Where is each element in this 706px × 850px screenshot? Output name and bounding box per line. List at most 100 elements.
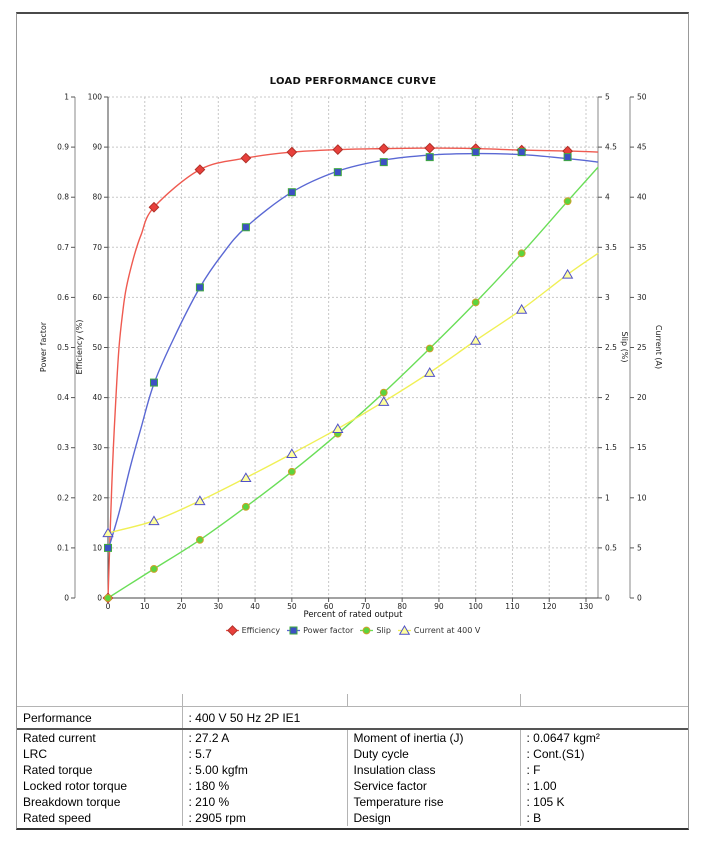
svg-text:35: 35	[637, 243, 647, 252]
svg-text:30: 30	[92, 443, 102, 452]
param-label: LRC	[23, 747, 48, 761]
svg-text:5: 5	[637, 543, 642, 552]
param-label: Rated torque	[23, 763, 93, 777]
param-label: Rated current	[23, 731, 96, 745]
param-value: : 2905 rpm	[181, 810, 347, 826]
table-row: Rated speed : 2905 rpm Design: B	[17, 810, 688, 826]
performance-row: Performance : 400 V 50 Hz 2P IE1	[17, 706, 688, 730]
param-value: : B	[519, 810, 688, 826]
svg-text:2.5: 2.5	[605, 343, 617, 352]
legend-label: Current at 400 V	[413, 626, 481, 635]
load-performance-chart: 00.10.20.30.40.50.60.70.80.9101020304050…	[39, 93, 663, 612]
param-value: : 27.2 A	[181, 729, 347, 746]
svg-text:30: 30	[214, 602, 224, 611]
svg-text:90: 90	[92, 143, 102, 152]
param-value: : Cont.(S1)	[519, 746, 688, 762]
svg-text:50: 50	[287, 602, 297, 611]
svg-text:0.2: 0.2	[57, 493, 69, 502]
svg-text:40: 40	[250, 602, 260, 611]
page-border-frame	[16, 12, 689, 830]
table-row: Rated torque: 5.00 kgfm Insulation class:…	[17, 762, 688, 778]
svg-text:0.5: 0.5	[57, 343, 69, 352]
svg-text:3.5: 3.5	[605, 243, 617, 252]
legend-item-power-factor: Power factor	[287, 625, 353, 636]
svg-text:40: 40	[92, 393, 102, 402]
param-label: Locked rotor torque	[23, 779, 128, 793]
slip-axis-title: Slip (%)	[620, 332, 629, 363]
svg-text:70: 70	[92, 243, 102, 252]
param-label: Moment of inertia (J)	[346, 729, 520, 746]
svg-text:3: 3	[605, 293, 610, 302]
param-label: Temperature rise	[346, 794, 520, 810]
param-value: : 1.00	[519, 778, 688, 794]
svg-text:10: 10	[92, 543, 102, 552]
table-row: LRC : 5.7 Duty cycle: Cont.(S1)	[17, 746, 688, 762]
svg-text:0.1: 0.1	[57, 543, 69, 552]
param-label: Breakdown torque	[23, 795, 121, 809]
param-value: : 0.0647 kgm²	[519, 729, 688, 746]
svg-text:25: 25	[637, 343, 647, 352]
svg-text:100: 100	[469, 602, 484, 611]
legend-label: Efficiency	[241, 626, 281, 635]
svg-text:10: 10	[637, 493, 647, 502]
svg-text:20: 20	[177, 602, 187, 611]
param-value: : 5.7	[181, 746, 347, 762]
svg-text:0: 0	[605, 594, 610, 603]
efficiency-marker-icon	[225, 625, 239, 636]
svg-text:30: 30	[637, 293, 647, 302]
empty-band-row	[17, 694, 688, 707]
svg-text:1: 1	[64, 93, 69, 102]
svg-text:60: 60	[324, 602, 334, 611]
svg-text:1.5: 1.5	[605, 443, 617, 452]
table-row: Locked rotor torque : 180 % Service factor…	[17, 778, 688, 794]
legend-item-slip: Slip	[360, 625, 391, 636]
svg-text:0.3: 0.3	[57, 443, 69, 452]
svg-text:2: 2	[605, 393, 610, 402]
svg-text:10: 10	[140, 602, 150, 611]
power-factor-axis-title: Power factor	[39, 321, 48, 372]
power-factor-marker-icon	[287, 626, 301, 635]
legend-label: Power factor	[303, 626, 354, 635]
param-value: : 400 V 50 Hz 2P IE1	[181, 706, 688, 730]
efficiency-axis-title: Efficiency (%)	[75, 320, 84, 375]
table-row: Breakdown torque: 210 % Temperature rise:…	[17, 794, 688, 810]
param-value: : 180 %	[181, 778, 347, 794]
svg-text:1: 1	[605, 493, 610, 502]
svg-text:50: 50	[637, 93, 647, 102]
svg-text:15: 15	[637, 443, 647, 452]
svg-text:5: 5	[605, 93, 610, 102]
svg-text:20: 20	[637, 393, 647, 402]
svg-text:0.8: 0.8	[57, 193, 69, 202]
current-marker-icon	[397, 625, 411, 635]
param-label: Duty cycle	[346, 746, 520, 762]
svg-text:90: 90	[434, 602, 444, 611]
svg-text:70: 70	[361, 602, 371, 611]
svg-text:0.9: 0.9	[57, 143, 69, 152]
svg-text:20: 20	[92, 493, 102, 502]
param-value: : 105 K	[519, 794, 688, 810]
svg-text:0: 0	[637, 594, 642, 603]
svg-text:0: 0	[64, 594, 69, 603]
current-axis-title: Current (A)	[654, 325, 663, 369]
param-label: Rated speed	[23, 811, 92, 825]
svg-text:80: 80	[397, 602, 407, 611]
motor-spec-table: Performance : 400 V 50 Hz 2P IE1 Rated c…	[17, 694, 688, 826]
svg-text:0.5: 0.5	[605, 543, 617, 552]
param-label: Service factor	[346, 778, 520, 794]
svg-text:60: 60	[92, 293, 102, 302]
svg-text:130: 130	[579, 602, 594, 611]
chart-title: LOAD PERFORMANCE CURVE	[269, 76, 437, 87]
chart-legend: Efficiency Power factor Slip Current at …	[60, 625, 646, 636]
svg-text:50: 50	[92, 343, 102, 352]
x-axis-title: Percent of rated output	[303, 610, 403, 620]
svg-text:4: 4	[605, 193, 610, 202]
svg-text:0.4: 0.4	[57, 393, 69, 402]
param-label: Design	[346, 810, 520, 826]
legend-label: Slip	[376, 626, 391, 635]
svg-text:0.7: 0.7	[57, 243, 69, 252]
table-row: Rated current : 27.2 A Moment of inertia (…	[17, 729, 688, 746]
legend-item-efficiency: Efficiency	[225, 625, 281, 636]
slip-marker-icon	[360, 626, 374, 635]
svg-text:100: 100	[88, 93, 103, 102]
